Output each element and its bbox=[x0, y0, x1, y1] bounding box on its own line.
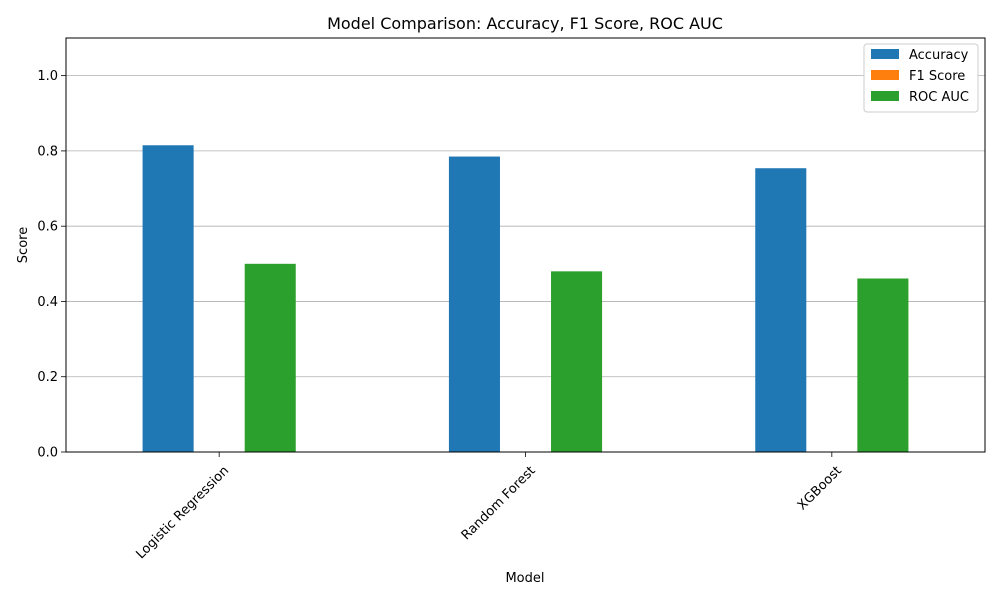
y-tick-label: 0.4 bbox=[37, 295, 58, 310]
y-axis: 0.0 0.2 0.4 0.6 0.8 1.0 bbox=[37, 69, 66, 461]
bar bbox=[551, 271, 603, 452]
legend-label: F1 Score bbox=[909, 69, 965, 84]
y-axis-label: Score bbox=[16, 227, 31, 263]
legend-swatch bbox=[871, 49, 899, 59]
x-axis: Logistic Regression Random Forest XGBoost bbox=[133, 452, 845, 562]
y-tick-label: 0.2 bbox=[37, 370, 58, 385]
bar bbox=[448, 156, 500, 452]
x-tick-label: XGBoost bbox=[795, 463, 845, 513]
legend-swatch bbox=[871, 70, 899, 80]
y-tick-label: 1.0 bbox=[37, 69, 58, 84]
gridlines bbox=[66, 75, 985, 453]
x-tick-label: Random Forest bbox=[459, 463, 539, 543]
bar bbox=[244, 263, 296, 452]
bar bbox=[755, 168, 807, 453]
x-tick-label: Logistic Regression bbox=[133, 463, 232, 562]
legend: Accuracy F1 Score ROC AUC bbox=[863, 43, 979, 113]
legend-label: Accuracy bbox=[909, 48, 969, 63]
bar bbox=[142, 145, 194, 452]
x-axis-label: Model bbox=[505, 571, 544, 586]
plot-frame bbox=[65, 37, 986, 453]
chart-title: Model Comparison: Accuracy, F1 Score, RO… bbox=[327, 14, 723, 33]
y-tick-label: 0.0 bbox=[37, 446, 58, 461]
bar bbox=[857, 278, 909, 452]
legend-label: ROC AUC bbox=[909, 90, 969, 105]
y-tick-label: 0.6 bbox=[37, 220, 58, 235]
y-tick-label: 0.8 bbox=[37, 144, 58, 159]
bars bbox=[142, 145, 909, 453]
legend-swatch bbox=[871, 91, 899, 101]
